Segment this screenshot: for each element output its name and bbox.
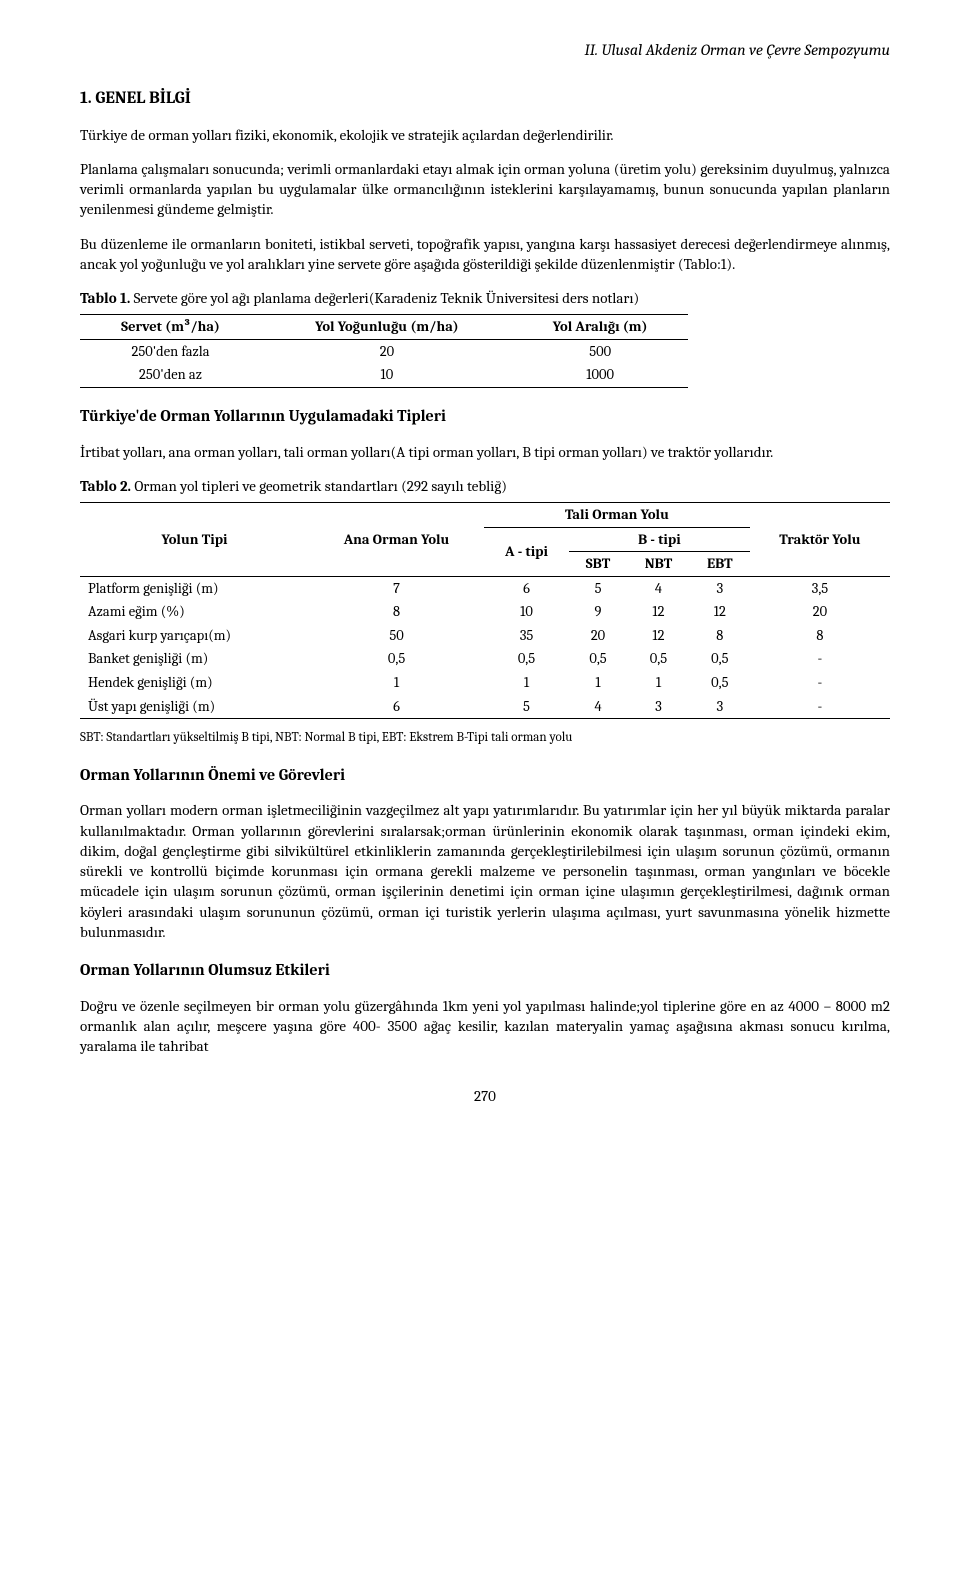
- table-1-caption: Tablo 1. Servete göre yol ağı planlama d…: [80, 288, 890, 308]
- section-3-title: Orman Yollarının Önemi ve Görevleri: [80, 765, 890, 787]
- section-2-title: Türkiye'de Orman Yollarının Uygulamadaki…: [80, 406, 890, 428]
- table-2-footnote: SBT: Standartları yükseltilmiş B tipi, N…: [80, 729, 890, 747]
- table-cell: 8: [309, 600, 484, 624]
- table-cell: Platform genişliği (m): [80, 576, 309, 600]
- table-cell: 9: [569, 600, 627, 624]
- t2-head-sbt: SBT: [569, 552, 627, 577]
- table-cell: 0,5: [627, 647, 690, 671]
- table-cell: 4: [627, 576, 690, 600]
- table-1-col-1: Yol Yoğunluğu (m/ha): [261, 315, 513, 340]
- table-cell: 50: [309, 624, 484, 648]
- table-cell: Banket genişliği (m): [80, 647, 309, 671]
- table-cell: 20: [750, 600, 890, 624]
- table-cell: 0,5: [569, 647, 627, 671]
- section-3-p1: Orman yolları modern orman işletmeciliği…: [80, 800, 890, 942]
- table-cell: 20: [261, 339, 513, 363]
- table-cell: 3: [690, 695, 750, 719]
- table-row: Hendek genişliği (m)11110,5-: [80, 671, 890, 695]
- table-1-caption-label: Tablo 1.: [80, 289, 130, 307]
- table-cell: 6: [484, 576, 569, 600]
- table-row: 250'den fazla 20 500: [80, 339, 688, 363]
- table-cell: 35: [484, 624, 569, 648]
- table-cell: 250'den az: [80, 363, 261, 387]
- t2-head-nbt: NBT: [627, 552, 690, 577]
- table-1-col-2: Yol Aralığı (m): [513, 315, 688, 340]
- table-cell: 10: [484, 600, 569, 624]
- t2-head-b-tipi: B - tipi: [569, 527, 750, 552]
- table-cell: 1: [309, 671, 484, 695]
- table-2: Yolun Tipi Ana Orman Yolu Tali Orman Yol…: [80, 502, 890, 719]
- table-2-caption-text: Orman yol tipleri ve geometrik standartl…: [131, 477, 507, 495]
- table-cell: 8: [750, 624, 890, 648]
- t2-head-ana-orman: Ana Orman Yolu: [309, 503, 484, 577]
- running-header: II. Ulusal Akdeniz Orman ve Çevre Sempoz…: [80, 40, 890, 62]
- table-row: 250'den az 10 1000: [80, 363, 688, 387]
- t2-head-tali: Tali Orman Yolu: [484, 503, 750, 528]
- table-cell: 20: [569, 624, 627, 648]
- table-cell: 500: [513, 339, 688, 363]
- table-cell: Asgari kurp yarıçapı(m): [80, 624, 309, 648]
- table-2-caption: Tablo 2. Orman yol tipleri ve geometrik …: [80, 476, 890, 496]
- page-number: 270: [80, 1086, 890, 1106]
- t2-head-a-tipi: A - tipi: [484, 527, 569, 576]
- table-2-caption-label: Tablo 2.: [80, 477, 131, 495]
- table-cell: 5: [484, 695, 569, 719]
- table-cell: 10: [261, 363, 513, 387]
- table-cell: 5: [569, 576, 627, 600]
- t2-head-ebt: EBT: [690, 552, 750, 577]
- table-cell: 12: [690, 600, 750, 624]
- table-cell: 1: [569, 671, 627, 695]
- table-cell: Hendek genişliği (m): [80, 671, 309, 695]
- table-cell: 8: [690, 624, 750, 648]
- table-cell: 12: [627, 624, 690, 648]
- table-cell: 0,5: [484, 647, 569, 671]
- table-cell: 3,5: [750, 576, 890, 600]
- t2-head-traktor: Traktör Yolu: [750, 503, 890, 577]
- section-4-title: Orman Yollarının Olumsuz Etkileri: [80, 960, 890, 982]
- table-1-col-0: Servet (m³/ha): [80, 315, 261, 340]
- table-1: Servet (m³/ha) Yol Yoğunluğu (m/ha) Yol …: [80, 314, 688, 388]
- table-cell: 3: [690, 576, 750, 600]
- table-row: Platform genişliği (m)765433,5: [80, 576, 890, 600]
- table-cell: 4: [569, 695, 627, 719]
- table-cell: 7: [309, 576, 484, 600]
- table-cell: 1: [627, 671, 690, 695]
- table-cell: 12: [627, 600, 690, 624]
- section-4-p1: Doğru ve özenle seçilmeyen bir orman yol…: [80, 996, 890, 1057]
- table-cell: 250'den fazla: [80, 339, 261, 363]
- table-cell: 3: [627, 695, 690, 719]
- table-cell: 0,5: [690, 671, 750, 695]
- table-cell: 0,5: [690, 647, 750, 671]
- table-cell: 6: [309, 695, 484, 719]
- table-row: Üst yapı genişliği (m)65433-: [80, 695, 890, 719]
- section-1-p2: Planlama çalışmaları sonucunda; verimli …: [80, 159, 890, 220]
- table-cell: 0,5: [309, 647, 484, 671]
- section-2-p1: İrtibat yolları, ana orman yolları, tali…: [80, 442, 890, 462]
- t2-head-yolun-tipi: Yolun Tipi: [80, 503, 309, 577]
- table-cell: -: [750, 695, 890, 719]
- table-cell: Azami eğim (%): [80, 600, 309, 624]
- section-1-title: 1. GENEL BİLGİ: [80, 88, 890, 111]
- table-cell: 1000: [513, 363, 688, 387]
- table-row: Asgari kurp yarıçapı(m)5035201288: [80, 624, 890, 648]
- table-row: Azami eğim (%)8109121220: [80, 600, 890, 624]
- table-cell: -: [750, 647, 890, 671]
- table-1-caption-text: Servete göre yol ağı planlama değerleri(…: [130, 289, 639, 307]
- table-row: Banket genişliği (m)0,50,50,50,50,5-: [80, 647, 890, 671]
- table-cell: Üst yapı genişliği (m): [80, 695, 309, 719]
- section-1-p1: Türkiye de orman yolları fiziki, ekonomi…: [80, 125, 890, 145]
- table-cell: 1: [484, 671, 569, 695]
- table-cell: -: [750, 671, 890, 695]
- section-1-p3: Bu düzenleme ile ormanların boniteti, is…: [80, 234, 890, 275]
